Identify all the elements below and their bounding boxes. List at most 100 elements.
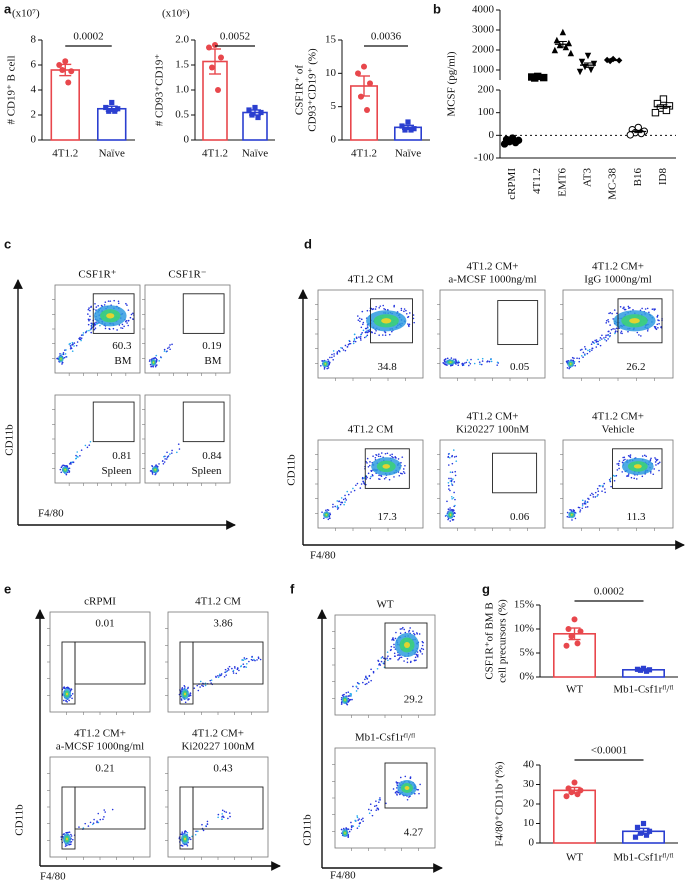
- event-dot: [409, 777, 412, 779]
- data-point: [258, 109, 264, 116]
- event-dot: [228, 812, 231, 814]
- event-dot: [470, 358, 472, 361]
- event-dot: [448, 477, 450, 480]
- event-dot: [620, 332, 622, 334]
- plot-title: 4T1.2 CM+: [466, 411, 518, 423]
- event-dot: [393, 646, 395, 649]
- event-dot: [236, 668, 239, 671]
- event-dot: [444, 360, 446, 362]
- event-dot: [401, 456, 404, 458]
- event-dot: [404, 775, 407, 778]
- data-point: [65, 79, 72, 86]
- event-dot: [372, 455, 374, 457]
- event-dot: [225, 674, 227, 676]
- data-point: [568, 633, 575, 640]
- event-dot: [594, 339, 596, 342]
- event-dot: [380, 657, 383, 659]
- event-dot: [587, 349, 589, 352]
- event-dot: [406, 658, 409, 660]
- event-dot: [219, 675, 221, 677]
- event-dot: [399, 472, 402, 475]
- event-dot: [655, 327, 657, 330]
- event-dot: [199, 680, 202, 683]
- event-dot: [104, 301, 107, 303]
- event-dot: [163, 348, 166, 351]
- event-dot: [331, 356, 333, 359]
- event-dot: [496, 361, 499, 364]
- event-dot: [151, 473, 154, 475]
- event-dot: [366, 677, 369, 680]
- event-dot: [622, 307, 624, 310]
- event-dot: [393, 643, 395, 646]
- event-dot: [578, 357, 581, 360]
- data-point: [574, 791, 581, 798]
- data-point: [358, 93, 364, 100]
- event-dot: [586, 506, 589, 508]
- event-dot: [412, 314, 415, 316]
- bar: [97, 107, 127, 141]
- event-dot: [352, 342, 355, 345]
- event-dot: [60, 466, 63, 469]
- event-dot: [96, 322, 99, 325]
- event-dot: [227, 667, 229, 670]
- event-dot: [403, 310, 405, 313]
- event-dot: [600, 338, 603, 340]
- event-dot: [350, 821, 352, 824]
- event-dot: [419, 649, 421, 652]
- plot-frame: [317, 439, 424, 529]
- event-dot: [206, 820, 209, 823]
- gate-percentage: 34.8: [378, 361, 398, 373]
- data-point: [646, 828, 653, 834]
- event-dot: [345, 691, 348, 694]
- event-dot: [127, 319, 130, 322]
- event-dot: [389, 649, 392, 652]
- x-tick-label: MC-38: [607, 168, 619, 200]
- event-dot: [580, 354, 583, 357]
- event-dot: [594, 491, 597, 494]
- event-dot: [360, 483, 363, 485]
- event-dot: [367, 808, 370, 811]
- event-dot: [583, 502, 586, 504]
- y-tick-label: 0: [529, 837, 535, 849]
- event-dot: [468, 361, 471, 364]
- event-dot: [629, 454, 632, 456]
- event-dot: [613, 479, 616, 482]
- data-point: [571, 616, 578, 623]
- event-dot: [609, 480, 612, 483]
- event-dot: [350, 692, 352, 695]
- event-dot: [591, 349, 593, 351]
- event-dot: [610, 328, 613, 331]
- event-dot: [357, 315, 359, 317]
- event-dot: [206, 823, 209, 825]
- panel-label: g: [482, 581, 490, 596]
- event-dot: [65, 473, 68, 476]
- event-dot: [386, 452, 389, 455]
- event-dot: [69, 462, 72, 464]
- event-dot: [113, 299, 115, 302]
- event-dot: [347, 828, 350, 830]
- event-dot: [624, 458, 626, 461]
- density-core: [344, 699, 346, 701]
- event-dot: [452, 478, 454, 480]
- event-dot: [342, 349, 345, 351]
- event-dot: [64, 464, 67, 467]
- event-dot: [210, 679, 213, 681]
- density-core: [569, 363, 572, 365]
- event-dot: [612, 328, 614, 330]
- event-dot: [225, 811, 228, 813]
- y-tick-label: 0.5: [175, 109, 189, 121]
- data-point: [651, 108, 660, 117]
- event-dot: [582, 351, 585, 354]
- event-dot: [244, 658, 246, 661]
- panel-label: a: [4, 1, 12, 16]
- event-dot: [186, 831, 189, 834]
- event-dot: [446, 364, 448, 366]
- y-tick-label: 4000: [472, 4, 495, 16]
- event-dot: [352, 487, 354, 490]
- plot-frame: [144, 284, 231, 374]
- event-dot: [129, 316, 132, 319]
- event-dot: [584, 501, 587, 503]
- event-dot: [632, 309, 634, 311]
- event-dot: [597, 340, 599, 343]
- event-dot: [90, 331, 92, 334]
